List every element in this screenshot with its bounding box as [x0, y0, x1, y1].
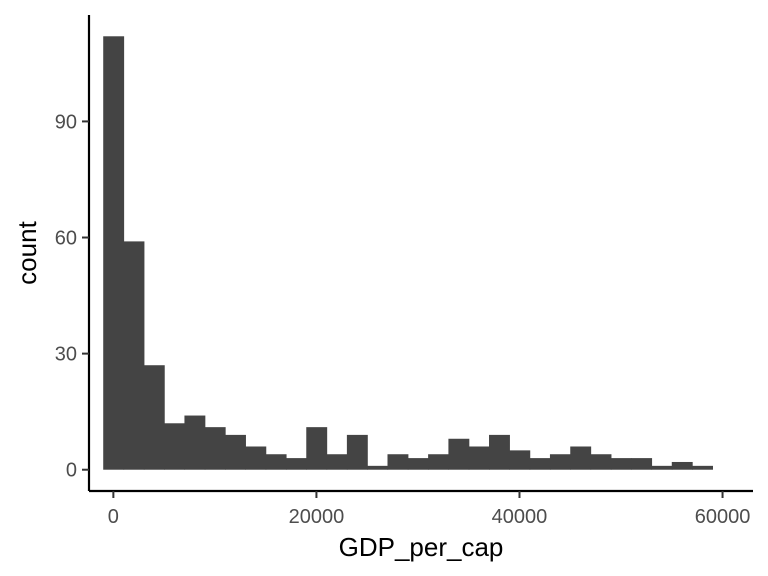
histogram-bar [570, 446, 592, 470]
histogram-bar [468, 446, 490, 470]
histogram-bar [387, 454, 409, 470]
histogram-bar [306, 427, 328, 470]
histogram-bar [143, 365, 165, 470]
histogram-bar [631, 458, 653, 470]
histogram-bar [285, 458, 307, 470]
histogram-bars [103, 36, 713, 470]
histogram-bar [529, 458, 551, 470]
histogram-bar [265, 454, 287, 470]
histogram-bar [671, 461, 693, 470]
histogram-bar [326, 454, 348, 470]
histogram-bar [103, 36, 125, 470]
histogram-bar [428, 454, 450, 470]
y-tick-label: 0 [66, 460, 77, 482]
histogram-bar [225, 434, 246, 470]
y-tick-label: 30 [55, 344, 77, 366]
histogram-bar [489, 434, 510, 470]
histogram-bar [590, 454, 612, 470]
y-tick-label: 60 [55, 228, 77, 250]
x-tick-label: 20000 [289, 506, 345, 528]
x-axis-title: GDP_per_cap [339, 532, 504, 562]
histogram-bar [346, 434, 368, 470]
y-tick-label: 90 [55, 111, 77, 133]
y-axis-ticks: 0 30 60 90 [55, 111, 89, 482]
histogram-bar [123, 241, 145, 470]
histogram-bar [245, 446, 267, 470]
histogram-bar [204, 427, 226, 470]
x-tick-label: 60000 [695, 506, 751, 528]
histogram-bar [164, 423, 186, 470]
histogram-bar [367, 465, 389, 470]
histogram-bar [651, 465, 673, 470]
histogram-bar [549, 454, 571, 470]
histogram-bar [448, 438, 470, 470]
x-axis-ticks: 0 20000 40000 60000 [108, 491, 751, 528]
x-tick-label: 0 [108, 506, 119, 528]
x-tick-label: 40000 [492, 506, 548, 528]
histogram-bar [692, 465, 713, 470]
histogram-bar [184, 415, 206, 470]
histogram-bar [509, 450, 531, 470]
histogram-bar [407, 458, 429, 470]
histogram-bar [610, 458, 632, 470]
y-axis-title: count [12, 220, 42, 284]
